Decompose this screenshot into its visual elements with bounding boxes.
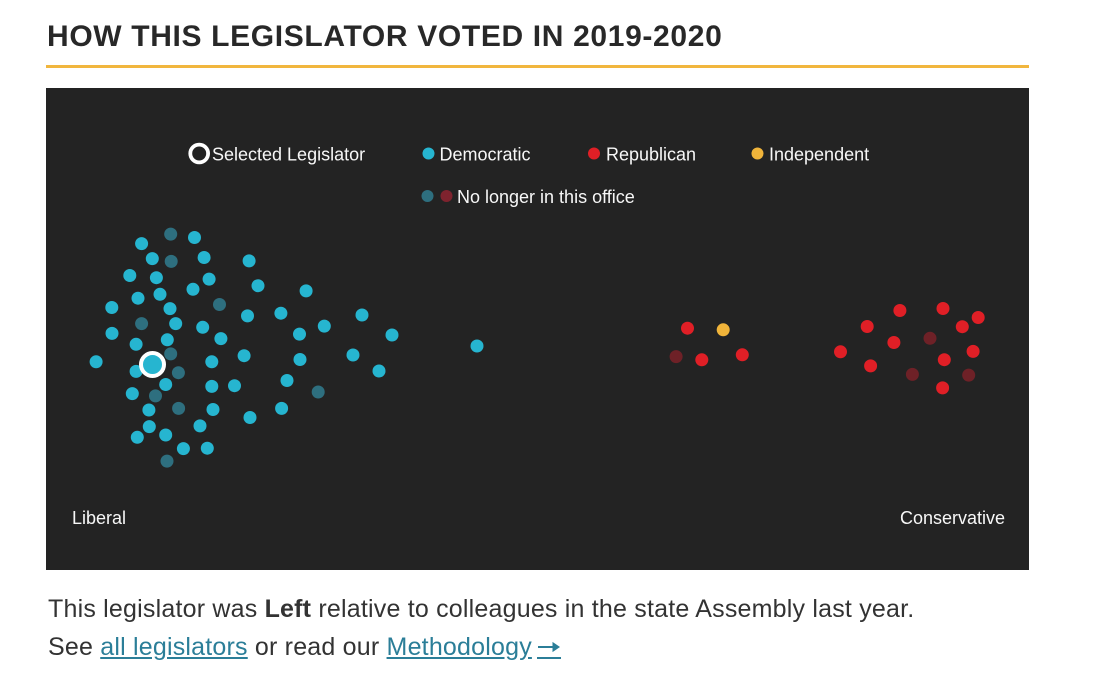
svg-text:Selected Legislator: Selected Legislator xyxy=(212,145,365,165)
svg-text:Democratic: Democratic xyxy=(440,145,531,165)
svg-text:Conservative: Conservative xyxy=(900,508,1005,528)
svg-text:No longer in this office: No longer in this office xyxy=(457,187,635,207)
svg-text:Liberal: Liberal xyxy=(72,508,126,528)
svg-text:Independent: Independent xyxy=(769,145,869,165)
svg-text:Republican: Republican xyxy=(606,145,696,165)
